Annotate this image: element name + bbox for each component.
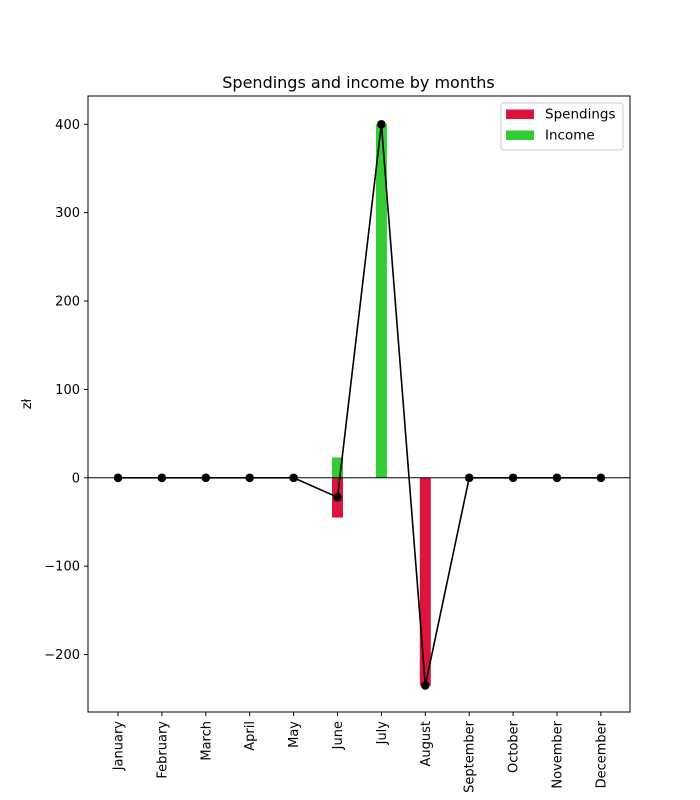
balance-point-october xyxy=(508,473,518,483)
x-tick-label: July xyxy=(375,721,390,746)
balance-point-september xyxy=(464,473,474,483)
balance-line xyxy=(118,124,601,686)
balance-point-january xyxy=(113,473,123,483)
bar-income-july xyxy=(375,124,387,478)
x-tick-label: April xyxy=(243,721,258,751)
legend-label-income: Income xyxy=(545,128,595,144)
legend-swatch-income xyxy=(506,130,534,140)
legend: Spendings Income xyxy=(500,102,624,151)
y-tick-label: 400 xyxy=(55,118,80,133)
y-tick-label: 100 xyxy=(55,383,80,398)
bar-spendings-august xyxy=(419,477,431,686)
x-tick-label: August xyxy=(419,721,434,767)
y-tick-label: 0 xyxy=(72,471,80,486)
balance-point-november xyxy=(552,473,562,483)
balance-point-december xyxy=(596,473,606,483)
legend-swatch-spendings xyxy=(506,109,534,119)
balance-point-august xyxy=(421,681,430,690)
chart-title: Spendings and income by months xyxy=(222,73,494,92)
x-tick-label: June xyxy=(331,721,346,750)
balance-point-march xyxy=(201,473,211,483)
x-tick-label: September xyxy=(463,720,478,793)
bar-income-june xyxy=(332,457,343,478)
balance-point-july xyxy=(377,119,386,129)
balance-point-april xyxy=(245,473,254,483)
x-tick-label: December xyxy=(594,720,609,788)
balance-point-may xyxy=(289,473,298,483)
legend-label-spendings: Spendings xyxy=(545,107,615,123)
x-tick-label: February xyxy=(155,721,170,779)
x-tick-label: November xyxy=(551,720,566,788)
plot-area: 400 300 200 100 0 −100 −200 January February Marc… xyxy=(44,95,631,793)
y-tick-label: 200 xyxy=(55,295,80,310)
balance-point-february xyxy=(157,473,167,483)
y-tick-label: −200 xyxy=(44,648,80,663)
y-axis-label: zł xyxy=(20,398,35,409)
y-tick-label: 300 xyxy=(55,206,80,221)
x-tick-label: May xyxy=(287,721,302,748)
x-tick-label: March xyxy=(199,721,214,761)
balance-point-june xyxy=(333,492,342,502)
y-tick-label: −100 xyxy=(44,560,80,575)
x-tick-label: October xyxy=(507,720,522,773)
x-tick-label: January xyxy=(112,721,127,772)
plot-frame xyxy=(87,95,631,713)
